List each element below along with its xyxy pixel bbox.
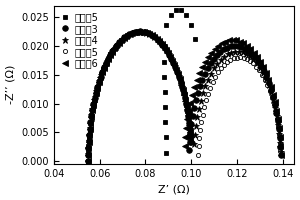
对比例3 — [279, 154, 282, 157]
实施例5 — [101, 68, 105, 71]
对比例5 — [270, 96, 274, 98]
对比例4 — [279, 151, 282, 154]
实施例5 — [123, 36, 126, 39]
对比例4 — [109, 52, 113, 55]
对比例3 — [138, 30, 142, 33]
对比例5 — [181, 90, 185, 92]
对比例5 — [86, 160, 90, 162]
对比例3 — [183, 97, 187, 100]
实施例5 — [88, 129, 92, 131]
对比例4 — [96, 85, 100, 87]
实施例5 — [114, 45, 118, 47]
实施例5 — [117, 42, 120, 44]
实施例5 — [179, 9, 183, 12]
实施例5 — [147, 32, 151, 35]
实施例5 — [162, 45, 166, 48]
X-axis label: Z’ (Ω): Z’ (Ω) — [158, 184, 190, 194]
实施例5 — [163, 106, 167, 108]
对比例6 — [276, 118, 280, 120]
实施例5 — [141, 31, 145, 33]
实施例5 — [156, 39, 160, 41]
实施例5 — [189, 24, 193, 26]
对比例5 — [168, 55, 172, 58]
对比例6 — [183, 145, 187, 147]
对比例5 — [279, 150, 282, 152]
实施例5 — [164, 151, 168, 154]
对比例3 — [188, 149, 191, 152]
实施例5 — [169, 14, 173, 17]
实施例5 — [129, 32, 132, 35]
对比例3 — [276, 120, 280, 122]
实施例5 — [90, 114, 93, 116]
实施例5 — [126, 34, 129, 36]
实施例5 — [104, 63, 107, 65]
对比例4 — [204, 85, 207, 87]
对比例5 — [130, 32, 134, 34]
实施例5 — [162, 45, 166, 48]
对比例5 — [98, 78, 101, 81]
对比例4 — [177, 75, 180, 77]
实施例5 — [87, 137, 91, 139]
实施例5 — [99, 74, 103, 76]
Line: 对比例6: 对比例6 — [85, 29, 284, 164]
实施例5 — [153, 36, 157, 39]
对比例4 — [233, 51, 237, 53]
实施例5 — [86, 152, 90, 155]
实施例5 — [194, 37, 197, 40]
Line: 对比例4: 对比例4 — [85, 28, 284, 165]
对比例6 — [137, 30, 141, 33]
实施例5 — [138, 30, 142, 33]
实施例5 — [163, 91, 166, 93]
对比例6 — [271, 93, 275, 96]
对比例6 — [117, 41, 121, 44]
实施例5 — [111, 49, 115, 51]
实施例5 — [162, 60, 166, 63]
实施例5 — [94, 93, 98, 95]
对比例4 — [101, 69, 105, 72]
对比例3 — [109, 53, 112, 56]
对比例3 — [118, 41, 121, 43]
对比例3 — [271, 96, 275, 98]
Line: 对比例5: 对比例5 — [86, 29, 283, 163]
Y-axis label: -Z’’ (Ω): -Z’’ (Ω) — [6, 65, 16, 104]
对比例5 — [138, 30, 142, 33]
实施例5 — [135, 31, 139, 33]
实施例5 — [184, 14, 188, 17]
Line: 实施例5: 实施例5 — [86, 8, 198, 164]
实施例5 — [164, 136, 167, 139]
实施例5 — [92, 100, 96, 102]
实施例5 — [106, 58, 110, 60]
实施例5 — [95, 86, 99, 89]
Legend: 实施例5, 对比例3, 对比例4, 对比例5, 对比例6: 实施例5, 对比例3, 对比例4, 对比例5, 对比例6 — [58, 10, 100, 70]
实施例5 — [97, 80, 101, 82]
实施例5 — [87, 144, 90, 147]
对比例4 — [137, 30, 140, 33]
对比例3 — [86, 160, 90, 162]
Line: 对比例3: 对比例3 — [85, 29, 284, 164]
实施例5 — [174, 9, 178, 12]
实施例5 — [91, 107, 94, 109]
实施例5 — [109, 53, 112, 56]
对比例6 — [279, 154, 282, 156]
实施例5 — [120, 39, 123, 41]
实施例5 — [89, 121, 92, 124]
对比例6 — [86, 160, 90, 162]
对比例6 — [108, 54, 112, 57]
实施例5 — [164, 24, 168, 26]
实施例5 — [164, 121, 167, 123]
实施例5 — [144, 31, 148, 34]
实施例5 — [163, 76, 166, 78]
实施例5 — [132, 31, 135, 34]
实施例5 — [159, 42, 163, 44]
实施例5 — [86, 160, 90, 162]
对比例6 — [182, 94, 186, 97]
对比例5 — [185, 108, 189, 110]
实施例5 — [150, 34, 154, 37]
对比例4 — [86, 160, 90, 162]
